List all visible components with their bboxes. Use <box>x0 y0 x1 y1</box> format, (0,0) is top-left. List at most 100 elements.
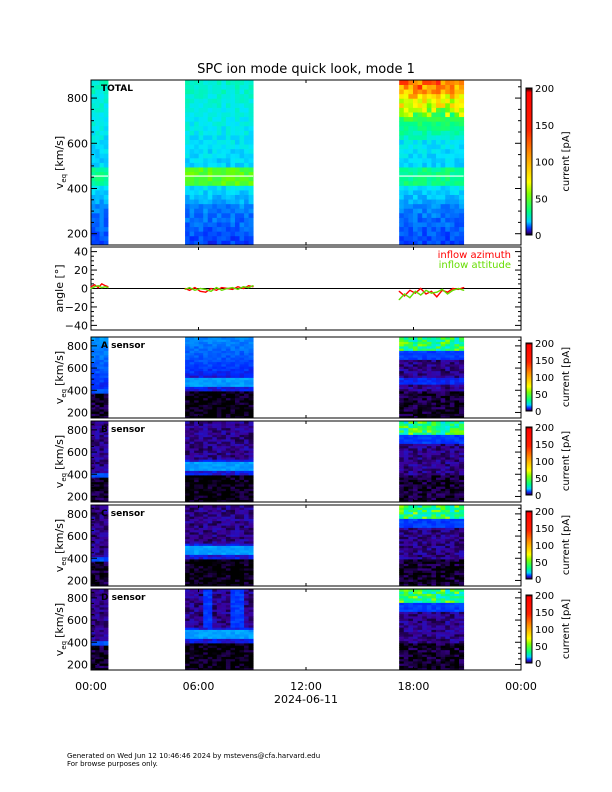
heatmap-cell <box>244 495 250 498</box>
heatmap-cell <box>454 98 460 104</box>
heatmap-cell <box>230 445 236 449</box>
heatmap-cell <box>449 222 455 228</box>
heatmap-cell <box>445 135 451 140</box>
heatmap-cell <box>399 402 405 405</box>
heatmap-cell <box>221 556 227 560</box>
heatmap-cell <box>454 565 460 569</box>
heatmap-cell <box>408 486 414 489</box>
heatmap-cell <box>216 484 222 487</box>
heatmap-cell <box>225 448 231 451</box>
heatmap-cell <box>103 167 109 173</box>
heatmap-cell <box>426 226 432 232</box>
heatmap-cell <box>189 536 195 540</box>
heatmap-cell <box>422 364 428 367</box>
heatmap-cell <box>95 509 100 513</box>
heatmap-cell <box>248 520 254 524</box>
heatmap-cell <box>225 355 231 358</box>
heatmap-cell <box>422 563 428 567</box>
heatmap-cell <box>91 364 96 367</box>
heatmap-cell <box>440 402 446 405</box>
heatmap-cell <box>440 203 446 209</box>
heatmap-cell <box>454 366 460 369</box>
heatmap-cell <box>230 366 236 369</box>
heatmap-cell <box>248 518 254 522</box>
heatmap-cell <box>408 570 414 573</box>
heatmap-cell <box>99 477 105 480</box>
heatmap-cell <box>422 463 428 467</box>
heatmap-cell <box>216 361 222 365</box>
heatmap-cell <box>185 341 190 345</box>
data-point <box>188 287 191 289</box>
heatmap-cell <box>408 495 414 498</box>
heatmap-cell <box>95 395 100 399</box>
heatmap-cell <box>239 167 245 173</box>
heatmap-cell <box>422 454 428 458</box>
data-point <box>215 287 217 289</box>
heatmap-cell <box>399 139 405 145</box>
heatmap-cell <box>221 443 227 447</box>
heatmap-cell <box>445 130 451 136</box>
heatmap-cell <box>431 370 437 374</box>
heatmap-cell <box>185 384 190 387</box>
heatmap-cell <box>408 536 414 540</box>
heatmap-cell <box>431 523 437 526</box>
heatmap-cell <box>189 468 195 471</box>
series-inflow-azimuth <box>90 283 465 298</box>
heatmap-cell <box>95 536 100 540</box>
heatmap-cell <box>91 217 96 223</box>
heatmap-cell <box>459 171 465 177</box>
heatmap-cell <box>212 203 218 209</box>
heatmap-cell <box>189 427 195 431</box>
heatmap-cell <box>426 550 432 553</box>
heatmap-cell <box>417 339 423 342</box>
heatmap-cell <box>198 346 204 349</box>
heatmap-cell <box>230 226 236 232</box>
heatmap-cell <box>221 459 227 462</box>
heatmap-cell <box>417 493 423 496</box>
heatmap-cell <box>103 563 109 567</box>
heatmap-cell <box>412 454 418 458</box>
heatmap-cell <box>445 346 451 349</box>
heatmap-cell <box>203 459 209 462</box>
data-point <box>398 299 400 301</box>
heatmap-cell <box>244 180 250 186</box>
heatmap-cell <box>445 190 451 195</box>
heatmap-cell <box>239 148 245 154</box>
heatmap-cell <box>230 364 236 367</box>
heatmap-cell <box>440 80 446 85</box>
heatmap-cell <box>417 391 423 394</box>
heatmap-cell <box>216 93 222 99</box>
heatmap-cell <box>244 386 250 390</box>
heatmap-cell <box>248 375 254 378</box>
heatmap-cell <box>440 366 446 369</box>
heatmap-cell <box>91 102 96 108</box>
heatmap-cell <box>230 441 236 444</box>
heatmap-cell <box>207 341 213 345</box>
heatmap-cell <box>431 153 437 159</box>
heatmap-cell <box>422 355 428 358</box>
heatmap-cell <box>234 445 240 449</box>
heatmap-cell <box>440 180 446 186</box>
heatmap-cell <box>239 556 245 560</box>
heatmap-cell <box>198 441 204 444</box>
heatmap-cell <box>185 536 190 540</box>
heatmap-cell <box>248 454 254 458</box>
heatmap-cell <box>408 388 414 392</box>
heatmap-cell <box>408 89 414 95</box>
heatmap-cell <box>91 384 96 387</box>
heatmap-cell <box>399 352 405 356</box>
data-point <box>463 289 465 291</box>
heatmap-cell <box>216 448 222 451</box>
heatmap-cell <box>399 386 405 390</box>
heatmap-cell <box>399 144 405 150</box>
heatmap-cell <box>225 554 231 558</box>
heatmap-cell <box>198 490 204 494</box>
heatmap-cell <box>422 568 428 571</box>
heatmap-cell <box>248 377 254 381</box>
heatmap-cell <box>399 388 405 392</box>
colorbar-tick-label: 50 <box>535 390 548 401</box>
heatmap-cell <box>185 481 190 485</box>
heatmap-cell <box>212 199 218 205</box>
heatmap-cell <box>436 359 442 363</box>
heatmap-cell <box>185 406 190 410</box>
